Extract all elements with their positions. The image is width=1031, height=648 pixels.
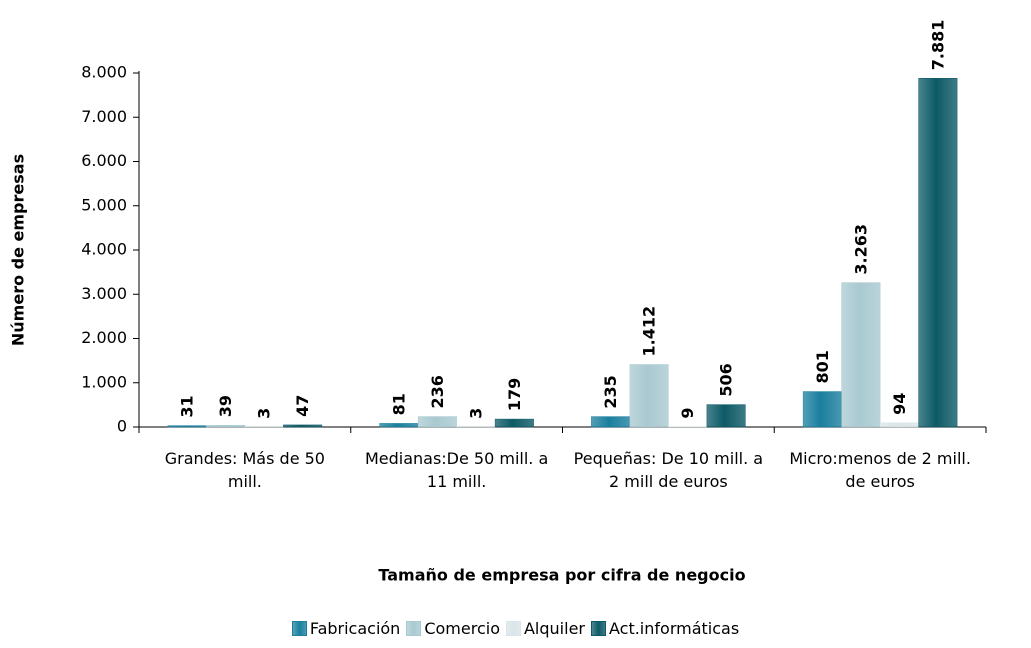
bar: [206, 425, 246, 428]
legend: Fabricación Comercio Alquiler Act.informáti…: [0, 619, 1031, 638]
legend-label: Comercio: [424, 619, 500, 638]
y-tick-label: 0: [117, 417, 127, 436]
data-label: 801: [813, 350, 832, 383]
data-label: 39: [216, 395, 235, 417]
data-label: 506: [717, 363, 736, 396]
bar: [591, 416, 631, 428]
bar: [283, 424, 323, 428]
x-axis-title: Tamaño de empresa por cifra de negocio: [378, 566, 745, 585]
y-tick-label: 3.000: [81, 284, 127, 303]
legend-item: Fabricación: [291, 619, 401, 638]
bar: [802, 391, 842, 428]
data-label: 179: [505, 378, 524, 411]
bar: [167, 425, 207, 428]
legend-swatch: [590, 621, 606, 636]
data-label: 7.881: [928, 20, 947, 71]
data-label: 9: [678, 407, 697, 418]
data-label: 94: [890, 393, 909, 415]
bar: [379, 423, 419, 428]
data-label: 3: [466, 408, 485, 419]
bar: [841, 282, 881, 428]
bar: [629, 364, 669, 428]
bar: [706, 404, 746, 428]
data-label: 81: [389, 393, 408, 415]
y-tick-label: 5.000: [81, 195, 127, 214]
x-tick-label: Pequeñas: De 10 mill. a 2 mill de euros: [573, 449, 764, 491]
x-tick-label: Medianas:De 50 mill. a 11 mill.: [364, 449, 549, 491]
y-tick-label: 4.000: [81, 240, 127, 259]
y-tick-label: 1.000: [81, 372, 127, 391]
data-label: 235: [601, 375, 620, 408]
data-label: 31: [178, 395, 197, 417]
data-label: 47: [293, 395, 312, 417]
bar: [417, 416, 457, 428]
data-label: 3.263: [851, 224, 870, 275]
legend-item: Comercio: [406, 619, 500, 638]
legend-item: Act.informáticas: [590, 619, 740, 638]
y-tick-label: 8.000: [81, 63, 127, 82]
y-tick-label: 6.000: [81, 151, 127, 170]
data-label: 1.412: [640, 306, 659, 357]
legend-item: Alquiler: [505, 619, 585, 638]
data-label: 3: [255, 408, 274, 419]
legend-swatch: [406, 621, 422, 636]
y-tick-label: 7.000: [81, 107, 127, 126]
legend-swatch: [505, 621, 521, 636]
bar: [494, 418, 534, 428]
legend-label: Act.informáticas: [608, 619, 740, 638]
legend-swatch: [291, 621, 307, 636]
bar: [918, 78, 958, 428]
legend-label: Alquiler: [523, 619, 585, 638]
x-tick-label: Grandes: Más de 50 mill.: [164, 449, 325, 491]
x-tick-label: Micro:menos de 2 mill. de euros: [789, 449, 971, 491]
y-tick-label: 2.000: [81, 328, 127, 347]
y-axis-title: Número de empresas: [9, 154, 28, 346]
data-label: 236: [428, 375, 447, 408]
legend-label: Fabricación: [309, 619, 401, 638]
bar: [879, 422, 919, 428]
